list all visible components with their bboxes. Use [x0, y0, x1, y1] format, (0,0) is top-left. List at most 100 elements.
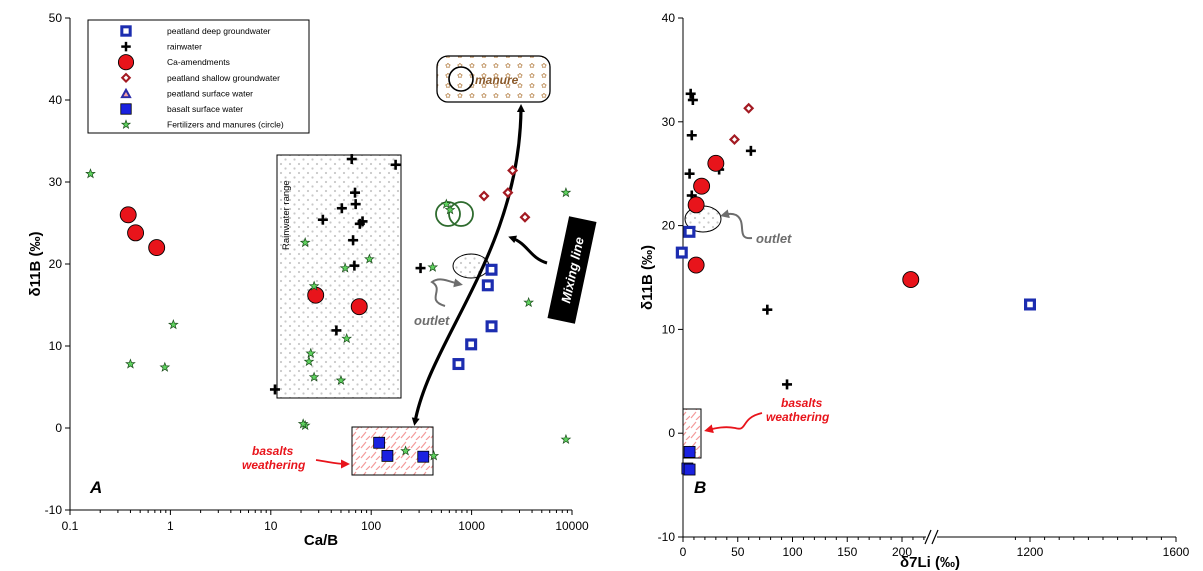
data-point-gw_deep	[485, 263, 498, 276]
data-point-fertilizer	[440, 198, 452, 209]
panel-a-marks	[85, 154, 572, 463]
y-tick-label: 10	[49, 339, 63, 353]
data-point-fertilizer	[428, 450, 440, 461]
x-tick-label-b: 100	[782, 545, 802, 559]
data-point-rain	[336, 203, 347, 214]
legend-marker-ca	[117, 54, 135, 71]
x-axis-title-b: δ7Li (‰)	[900, 554, 960, 571]
y-tick-label: -10	[45, 503, 63, 517]
data-point-ca	[127, 224, 145, 242]
panel-b-decorations: outlet basalts weathering	[682, 205, 830, 459]
y-tick-label: 30	[49, 175, 63, 189]
y-tick-label-b: 40	[662, 11, 676, 25]
data-point-rain	[415, 263, 426, 274]
outlet-label-b: outlet	[756, 231, 792, 246]
x-tick-label-b: 200	[892, 545, 912, 559]
x-tick-label-b: 1200	[1017, 545, 1044, 559]
data-point-b-rain	[684, 168, 695, 179]
data-point-b-ca	[693, 177, 711, 195]
basalts-arrow-icon	[315, 459, 350, 469]
legend-marker-shallow	[120, 72, 132, 84]
y-tick-label: 20	[49, 257, 63, 271]
x-tick-label-b: 1600	[1163, 545, 1190, 559]
data-point-b-rain	[685, 88, 696, 99]
data-point-b-rain	[782, 379, 793, 390]
outlet-label: outlet	[414, 313, 450, 328]
data-point-fertilizer	[427, 261, 439, 272]
data-point-b-rain	[762, 304, 773, 315]
y-tick-label: 0	[55, 421, 62, 435]
data-point-rain	[317, 214, 328, 225]
panel-b-marks	[675, 88, 1036, 476]
data-point-fertilizer	[85, 168, 96, 179]
data-point-b-gw_deep	[675, 246, 688, 259]
data-point-fertilizer	[308, 371, 320, 382]
legend: peatland deep groundwater rainwater Ca-ame…	[87, 19, 310, 134]
panel-a: Rainwater range manure outlet Mixing lin…	[27, 11, 597, 549]
data-point-fertilizer	[339, 262, 351, 273]
data-point-fertilizer	[364, 253, 375, 264]
outlet-arrow-b-icon	[720, 209, 753, 240]
panel-b: outlet basalts weathering -10 0 10 20 30 40 0 5…	[639, 11, 1190, 571]
mixing-pointer-icon	[508, 235, 548, 265]
data-point-shallow	[502, 187, 514, 199]
data-point-b-rain	[687, 95, 698, 106]
data-point-ca	[119, 206, 137, 224]
x-axis-title: Ca/B	[304, 532, 338, 549]
data-point-b-basalt	[683, 463, 696, 476]
basalts-label-line2: weathering	[242, 458, 306, 472]
basalts-arrow-b-icon	[704, 412, 763, 434]
axis-break-icon	[931, 529, 939, 545]
y-tick-label-b: 0	[668, 426, 675, 440]
panel-a-axes: -10 0 10 20 30 40 50 0.1 1 10 100 1000 10000 Ca/B δ11B…	[27, 11, 589, 549]
data-point-gw_deep	[481, 279, 494, 292]
y-axis-title-b: δ11B (‰)	[639, 245, 656, 310]
y-tick-label-b: 30	[662, 115, 676, 129]
y-tick-label-b: 20	[662, 219, 676, 233]
x-tick-label: 1000	[458, 519, 485, 533]
x-tick-label: 0.1	[62, 519, 79, 533]
panel-b-axes: -10 0 10 20 30 40 0 50 100 150 200 1200 1600 δ7Li (‰)…	[639, 11, 1190, 571]
data-point-rain	[350, 199, 361, 210]
mixing-line-box	[547, 216, 597, 324]
basalts-label-b-line2: weathering	[766, 410, 830, 424]
panel-b-tag: B	[694, 478, 706, 497]
legend-label: peatland deep groundwater	[167, 26, 271, 36]
data-point-fertilizer	[168, 319, 179, 330]
data-point-fertilizer	[303, 355, 315, 367]
legend-marker-surface_tri	[120, 87, 132, 99]
data-point-ca	[307, 286, 325, 304]
panel-a-decorations: Rainwater range manure outlet Mixing lin…	[242, 55, 597, 476]
data-point-fertilizer	[125, 358, 136, 369]
data-point-fertilizer	[400, 445, 411, 456]
data-point-rain	[269, 384, 280, 395]
data-point-rain	[346, 154, 357, 165]
data-point-shallow	[519, 211, 531, 223]
data-point-b-rain	[686, 130, 697, 141]
data-point-b-basalt	[683, 445, 696, 458]
data-point-b-ca	[902, 271, 920, 289]
data-point-rain	[390, 159, 401, 170]
data-point-basalt	[417, 450, 430, 463]
data-point-rain	[350, 187, 361, 198]
x-tick-label: 10000	[555, 519, 589, 533]
data-point-basalt	[381, 449, 394, 462]
data-point-b-shallow	[728, 133, 740, 145]
data-point-shallow	[478, 190, 490, 202]
rainwater-range-box	[276, 154, 402, 399]
data-point-fertilizer	[308, 280, 320, 291]
basalts-label-b-line1: basalts	[781, 396, 823, 410]
data-point-b-ca	[687, 256, 705, 274]
y-tick-label: 50	[49, 11, 63, 25]
data-point-fertilizer	[305, 347, 317, 358]
legend-label: Ca-amendments	[167, 57, 230, 67]
y-axis-title: δ11B (‰)	[27, 232, 44, 297]
manure-label: manure	[475, 73, 519, 87]
x-tick-label-b: 150	[837, 545, 857, 559]
legend-label: basalt surface water	[167, 104, 243, 114]
data-point-fertilizer	[159, 361, 171, 372]
data-point-gw_deep	[465, 338, 478, 351]
mixing-line-arrow-icon	[411, 104, 525, 426]
data-point-rain	[354, 218, 365, 229]
data-point-fertilizer	[523, 296, 534, 308]
